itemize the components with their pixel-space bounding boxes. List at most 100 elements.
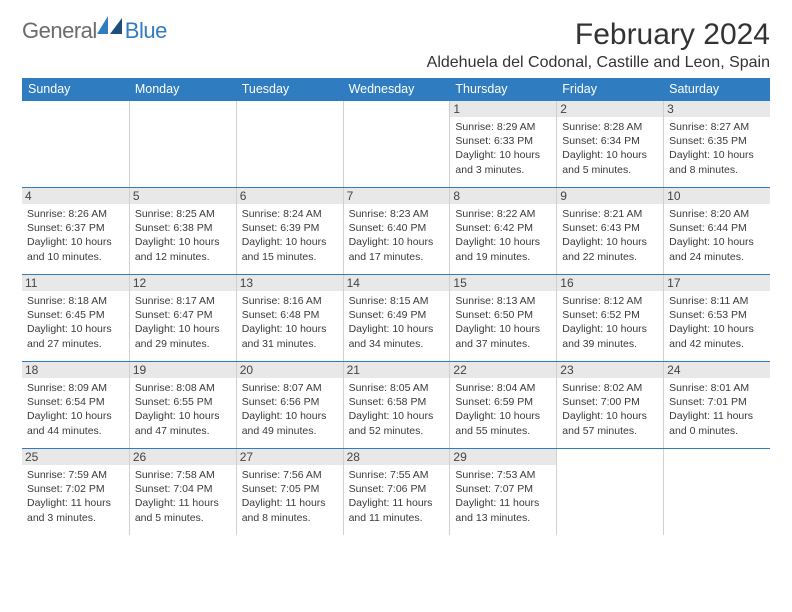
- weekday-header: Monday: [129, 78, 236, 100]
- weekday-header: Thursday: [449, 78, 556, 100]
- daylight-line: Daylight: 10 hours and 49 minutes.: [242, 409, 338, 437]
- sunset-line: Sunset: 6:49 PM: [349, 308, 445, 322]
- sunrise-line: Sunrise: 8:29 AM: [455, 120, 551, 134]
- sunset-line: Sunset: 6:48 PM: [242, 308, 338, 322]
- sunrise-line: Sunrise: 8:04 AM: [455, 381, 551, 395]
- daylight-line: Daylight: 10 hours and 39 minutes.: [562, 322, 658, 350]
- sunset-line: Sunset: 6:39 PM: [242, 221, 338, 235]
- month-title: February 2024: [427, 18, 770, 52]
- day-number: 18: [22, 362, 129, 378]
- sunset-line: Sunset: 7:04 PM: [135, 482, 231, 496]
- week-row: 25Sunrise: 7:59 AMSunset: 7:02 PMDayligh…: [22, 448, 770, 535]
- day-cell: 1Sunrise: 8:29 AMSunset: 6:33 PMDaylight…: [449, 101, 556, 187]
- weekday-header: Sunday: [22, 78, 129, 100]
- logo-sail-icon: [97, 16, 123, 34]
- sunset-line: Sunset: 6:44 PM: [669, 221, 765, 235]
- sunrise-line: Sunrise: 8:20 AM: [669, 207, 765, 221]
- sunset-line: Sunset: 6:58 PM: [349, 395, 445, 409]
- header: General Blue February 2024 Aldehuela del…: [22, 18, 770, 72]
- day-cell: 29 Sunrise: 7:53 AMSunset: 7:07 PMDayligh…: [449, 449, 556, 535]
- day-number: 23: [557, 362, 663, 378]
- calendar-grid: SundayMondayTuesdayWednesdayThursdayFrid…: [22, 78, 770, 535]
- day-cell: 22Sunrise: 8:04 AMSunset: 6:59 PMDayligh…: [449, 362, 556, 448]
- day-cell: 18Sunrise: 8:09 AMSunset: 6:54 PMDayligh…: [22, 362, 129, 448]
- daylight-line: Daylight: 10 hours and 24 minutes.: [669, 235, 765, 263]
- sunset-line: Sunset: 6:37 PM: [27, 221, 124, 235]
- day-number: 5: [130, 188, 236, 204]
- sunrise-line: Sunrise: 8:16 AM: [242, 294, 338, 308]
- daylight-line: Daylight: 11 hours and 8 minutes.: [242, 496, 338, 524]
- day-cell: 28Sunrise: 7:55 AMSunset: 7:06 PMDayligh…: [343, 449, 450, 535]
- daylight-line: Daylight: 10 hours and 17 minutes.: [349, 235, 445, 263]
- daylight-line: Daylight: 10 hours and 10 minutes.: [27, 235, 124, 263]
- day-cell: 21Sunrise: 8:05 AMSunset: 6:58 PMDayligh…: [343, 362, 450, 448]
- daylight-line: Daylight: 10 hours and 15 minutes.: [242, 235, 338, 263]
- sunset-line: Sunset: 6:35 PM: [669, 134, 765, 148]
- day-cell: 23Sunrise: 8:02 AMSunset: 7:00 PMDayligh…: [556, 362, 663, 448]
- sunrise-line: Sunrise: 8:26 AM: [27, 207, 124, 221]
- day-cell: 24 Sunrise: 8:01 AMSunset: 7:01 PMDayligh…: [663, 362, 770, 448]
- day-number: 4: [22, 188, 129, 204]
- title-block: February 2024 Aldehuela del Codonal, Cas…: [427, 18, 770, 72]
- sunrise-line: Sunrise: 7:53 AM: [455, 468, 551, 482]
- logo: General Blue: [22, 18, 167, 44]
- day-number: 2: [557, 101, 663, 117]
- day-number: 20: [237, 362, 343, 378]
- day-number: 8: [450, 188, 556, 204]
- day-number: 14: [344, 275, 450, 291]
- sunset-line: Sunset: 7:01 PM: [669, 395, 765, 409]
- day-cell: 8Sunrise: 8:22 AMSunset: 6:42 PMDaylight…: [449, 188, 556, 274]
- week-row: 4Sunrise: 8:26 AMSunset: 6:37 PMDaylight…: [22, 187, 770, 274]
- daylight-line: Daylight: 11 hours and 0 minutes.: [669, 409, 765, 437]
- daylight-line: Daylight: 10 hours and 19 minutes.: [455, 235, 551, 263]
- day-number: 21: [344, 362, 450, 378]
- sunrise-line: Sunrise: 8:01 AM: [669, 381, 765, 395]
- week-row: 18Sunrise: 8:09 AMSunset: 6:54 PMDayligh…: [22, 361, 770, 448]
- weekday-header: Saturday: [663, 78, 770, 100]
- day-number: 27: [237, 449, 343, 465]
- sunset-line: Sunset: 7:07 PM: [455, 482, 551, 496]
- day-cell: 7Sunrise: 8:23 AMSunset: 6:40 PMDaylight…: [343, 188, 450, 274]
- sunset-line: Sunset: 6:38 PM: [135, 221, 231, 235]
- sunset-line: Sunset: 7:00 PM: [562, 395, 658, 409]
- daylight-line: Daylight: 10 hours and 31 minutes.: [242, 322, 338, 350]
- day-number: 24: [664, 362, 770, 378]
- sunrise-line: Sunrise: 7:56 AM: [242, 468, 338, 482]
- day-number: 13: [237, 275, 343, 291]
- day-number: 29: [450, 449, 556, 465]
- daylight-line: Daylight: 10 hours and 44 minutes.: [27, 409, 124, 437]
- sunset-line: Sunset: 6:42 PM: [455, 221, 551, 235]
- day-cell: 5Sunrise: 8:25 AMSunset: 6:38 PMDaylight…: [129, 188, 236, 274]
- daylight-line: Daylight: 10 hours and 29 minutes.: [135, 322, 231, 350]
- sunset-line: Sunset: 6:54 PM: [27, 395, 124, 409]
- sunrise-line: Sunrise: 8:21 AM: [562, 207, 658, 221]
- day-number: 6: [237, 188, 343, 204]
- daylight-line: Daylight: 11 hours and 5 minutes.: [135, 496, 231, 524]
- day-cell: 20Sunrise: 8:07 AMSunset: 6:56 PMDayligh…: [236, 362, 343, 448]
- week-row: 1Sunrise: 8:29 AMSunset: 6:33 PMDaylight…: [22, 100, 770, 187]
- empty-cell: [343, 101, 450, 187]
- sunrise-line: Sunrise: 8:24 AM: [242, 207, 338, 221]
- sunrise-line: Sunrise: 8:13 AM: [455, 294, 551, 308]
- day-cell: 19Sunrise: 8:08 AMSunset: 6:55 PMDayligh…: [129, 362, 236, 448]
- empty-cell: [663, 449, 770, 535]
- day-number: 16: [557, 275, 663, 291]
- daylight-line: Daylight: 10 hours and 5 minutes.: [562, 148, 658, 176]
- day-cell: 11Sunrise: 8:18 AMSunset: 6:45 PMDayligh…: [22, 275, 129, 361]
- day-number: 17: [664, 275, 770, 291]
- day-cell: 10Sunrise: 8:20 AMSunset: 6:44 PMDayligh…: [663, 188, 770, 274]
- daylight-line: Daylight: 10 hours and 12 minutes.: [135, 235, 231, 263]
- sunset-line: Sunset: 6:50 PM: [455, 308, 551, 322]
- logo-text-general: General: [22, 18, 97, 44]
- daylight-line: Daylight: 11 hours and 13 minutes.: [455, 496, 551, 524]
- sunrise-line: Sunrise: 8:08 AM: [135, 381, 231, 395]
- daylight-line: Daylight: 10 hours and 34 minutes.: [349, 322, 445, 350]
- day-cell: 16Sunrise: 8:12 AMSunset: 6:52 PMDayligh…: [556, 275, 663, 361]
- day-cell: 3Sunrise: 8:27 AMSunset: 6:35 PMDaylight…: [663, 101, 770, 187]
- sunset-line: Sunset: 6:34 PM: [562, 134, 658, 148]
- sunset-line: Sunset: 6:43 PM: [562, 221, 658, 235]
- day-cell: 2Sunrise: 8:28 AMSunset: 6:34 PMDaylight…: [556, 101, 663, 187]
- sunrise-line: Sunrise: 8:18 AM: [27, 294, 124, 308]
- day-cell: 27Sunrise: 7:56 AMSunset: 7:05 PMDayligh…: [236, 449, 343, 535]
- sunrise-line: Sunrise: 8:27 AM: [669, 120, 765, 134]
